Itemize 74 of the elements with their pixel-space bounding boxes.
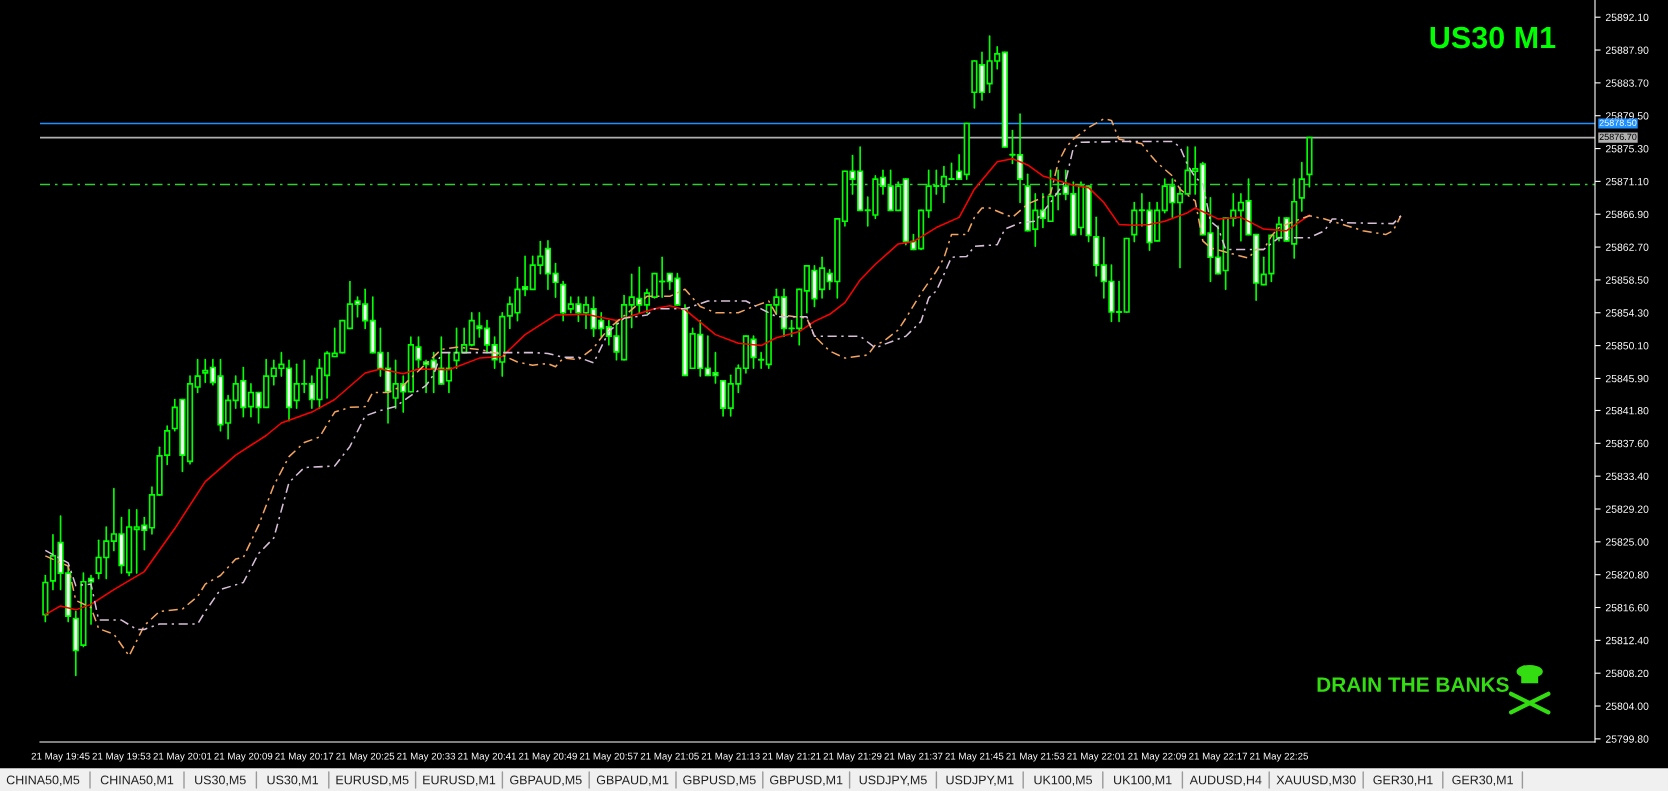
y-tick-label: 25850.10 [1605,342,1649,350]
y-tick-label: 25812.40 [1605,636,1649,645]
text: EURUSD,M1 [423,775,496,786]
candlestick [194,358,201,394]
x-tick-label: 21 May 22:01 [1067,752,1126,762]
x-tick-label: 21 May 19:45 [31,752,90,762]
text: GBPUSD,M5 [683,775,756,786]
text: AUDUSD,H4 [1189,775,1262,786]
x-tick-label: 21 May 22:25 [1250,752,1309,762]
x-tick-label: 21 May 21:05 [640,752,699,762]
annotation: DRAIN THE BANKS [1317,677,1509,692]
y-tick-label: 25858.50 [1605,276,1649,284]
text: UK100,M1 [1114,775,1172,786]
y-tick-label: 25820.80 [1605,571,1649,579]
text: XAUUSD,M30 [1276,775,1356,786]
x-tick-label: 21 May 20:57 [579,752,638,762]
y-tick-label: 25845.90 [1605,374,1649,383]
candlestick [422,359,430,394]
y-tick-label: 25825.00 [1605,538,1649,546]
text: USDJPY,M5 [859,775,927,786]
y-tick-label: 25833.40 [1605,472,1649,481]
ref-line-label: 25876.70 [1599,133,1637,141]
x-tick-label: 21 May 22:17 [1189,752,1248,762]
x-tick-label: 21 May 22:09 [1128,752,1187,762]
x-tick-label: 21 May 21:45 [945,752,1004,762]
text: EURUSD,M5 [336,775,409,786]
text: US30 M1 [1430,26,1556,49]
y-tick-label: 25866.90 [1605,210,1649,219]
y-tick-label: 25875.30 [1605,145,1649,153]
x-tick-label: 21 May 20:01 [153,752,212,762]
x-tick-label: 21 May 21:21 [762,752,821,762]
y-tick-label: 25829.20 [1605,505,1649,513]
text: US30,M1 [267,775,319,786]
x-tick-label: 21 May 21:13 [701,752,760,762]
text: GBPAUD,M1 [596,775,669,786]
candlestick [1260,256,1267,286]
y-tick-label: 25892.10 [1605,13,1649,22]
y-tick-label: 25799.80 [1605,735,1649,743]
candlestick [445,351,453,394]
text: USDJPY,M1 [946,775,1014,786]
candlestick [202,358,209,384]
y-tick-label: 25808.20 [1605,669,1649,678]
x-tick-label: 21 May 20:41 [458,752,516,762]
text: UK100,M5 [1034,775,1093,786]
x-tick-label: 21 May 20:49 [518,752,577,762]
x-tick-label: 21 May 19:53 [92,752,151,762]
x-tick-label: 21 May 20:09 [214,752,273,762]
x-tick-label: 21 May 21:53 [1006,752,1065,762]
text: CHINA50,M1 [100,775,174,786]
x-tick-label: 21 May 21:29 [823,752,882,762]
candlestick [757,351,765,370]
y-tick-label: 25871.10 [1605,177,1649,186]
text: GER30,M1 [1452,775,1513,786]
y-tick-label: 25804.00 [1605,702,1649,710]
x-tick-label: 21 May 21:37 [884,752,943,762]
ref-line-label: 25878.50 [1599,119,1637,126]
x-tick-label: 21 May 20:33 [397,752,456,762]
y-tick-label: 25837.60 [1605,439,1649,448]
text: GBPAUD,M5 [510,775,582,786]
y-tick-label: 25883.70 [1605,79,1649,87]
y-tick-label: 25816.60 [1605,604,1649,612]
x-tick-label: 21 May 20:17 [275,752,334,762]
text: GBPUSD,M1 [770,775,843,786]
y-tick-label: 25862.70 [1605,243,1649,251]
text: CHINA50,M5 [6,775,80,786]
y-tick-label: 25841.80 [1605,406,1649,415]
y-tick-label: 25887.90 [1605,46,1649,54]
y-tick-label: 25879.50 [1605,112,1649,120]
text: US30,M5 [195,775,246,786]
text: GER30,H1 [1373,775,1433,786]
x-tick-label: 21 May 20:25 [336,752,395,762]
candlestick [438,336,445,385]
candlestick [1298,161,1305,212]
y-tick-label: 25854.30 [1605,309,1649,317]
